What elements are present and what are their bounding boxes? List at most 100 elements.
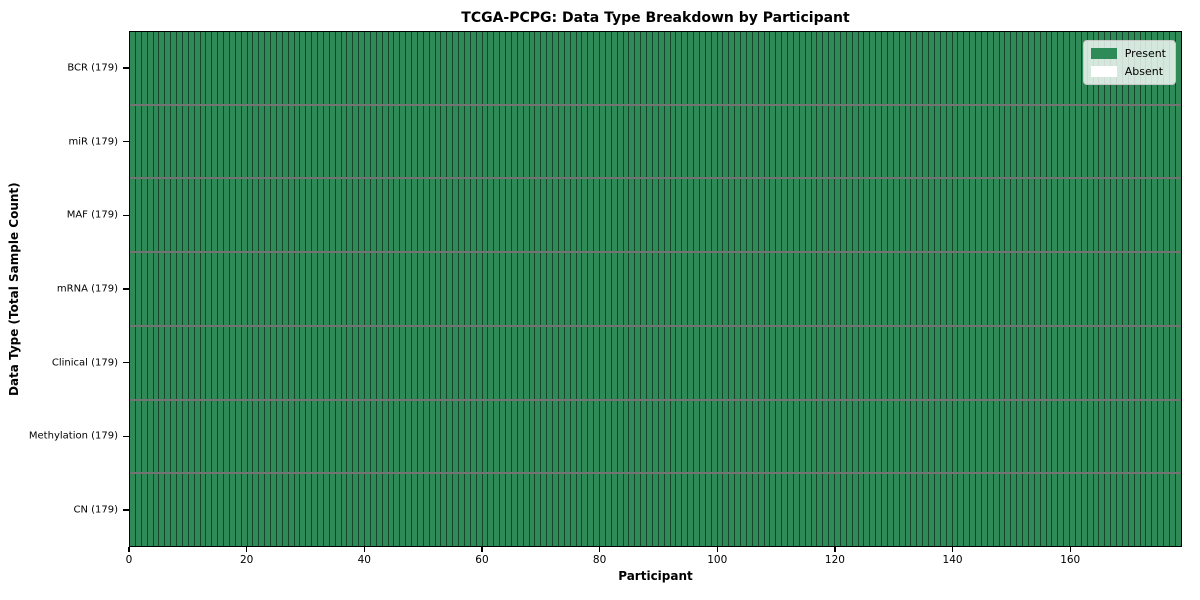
- heatmap-cell: [463, 253, 470, 325]
- heatmap-cell: [246, 179, 253, 252]
- heatmap-cell: [181, 474, 188, 547]
- heatmap-cell: [763, 326, 770, 399]
- heatmap-cell: [698, 179, 705, 252]
- heatmap-cell: [1051, 253, 1058, 325]
- heatmap-cell: [164, 253, 171, 325]
- heatmap-cell: [516, 105, 523, 178]
- heatmap-cell: [522, 400, 529, 473]
- x-tick-mark: [128, 547, 130, 552]
- heatmap-cell: [969, 32, 975, 104]
- heatmap-cell: [134, 253, 141, 325]
- heatmap-cell: [751, 326, 758, 399]
- heatmap-cell: [757, 105, 764, 178]
- heatmap-cell: [322, 105, 329, 178]
- heatmap-cell: [164, 32, 171, 104]
- heatmap-cell: [458, 179, 464, 252]
- heatmap-cell: [164, 105, 171, 178]
- heatmap-cell: [1104, 400, 1111, 473]
- heatmap-cell: [599, 105, 605, 178]
- heatmap-cell: [1010, 326, 1017, 399]
- heatmap-cell: [322, 179, 329, 252]
- heatmap-cell: [992, 179, 999, 252]
- heatmap-cell: [176, 474, 182, 547]
- heatmap-cell: [881, 105, 887, 178]
- heatmap-cell: [240, 326, 247, 399]
- heatmap-cell: [1174, 326, 1181, 399]
- heatmap-cell: [311, 179, 317, 252]
- heatmap-cell: [352, 105, 359, 178]
- heatmap-cell: [933, 32, 940, 104]
- heatmap-cell: [528, 400, 535, 473]
- heatmap-cell: [199, 400, 206, 473]
- heatmap-cell: [1074, 400, 1081, 473]
- heatmap-cell: [469, 253, 476, 325]
- heatmap-cell: [340, 253, 347, 325]
- heatmap-cell: [557, 400, 564, 473]
- heatmap-cell: [828, 32, 834, 104]
- heatmap-cell: [422, 400, 429, 473]
- heatmap-cell: [293, 253, 300, 325]
- heatmap-cell: [422, 179, 429, 252]
- heatmap-cell: [246, 105, 253, 178]
- heatmap-cell: [781, 400, 787, 473]
- heatmap-cell: [963, 400, 970, 473]
- heatmap-cell: [886, 32, 893, 104]
- heatmap-cell: [916, 474, 923, 547]
- heatmap-cell: [663, 105, 670, 178]
- heatmap-cell: [945, 326, 952, 399]
- heatmap-cell: [281, 253, 288, 325]
- heatmap-cell: [452, 32, 458, 104]
- heatmap-cell: [1045, 105, 1052, 178]
- heatmap-cell: [898, 474, 905, 547]
- heatmap-cell: [546, 179, 552, 252]
- heatmap-cell: [487, 105, 494, 178]
- heatmap-cell: [957, 32, 964, 104]
- heatmap-cell: [640, 105, 646, 178]
- heatmap-cell: [234, 253, 241, 325]
- heatmap-cell: [181, 253, 188, 325]
- heatmap-cell: [810, 474, 817, 547]
- heatmap-cell: [493, 253, 500, 325]
- heatmap-cell: [798, 179, 805, 252]
- heatmap-cell: [980, 253, 987, 325]
- heatmap-cell: [734, 32, 740, 104]
- heatmap-cell: [299, 400, 306, 473]
- heatmap-cell: [399, 32, 406, 104]
- heatmap-cell: [616, 32, 623, 104]
- heatmap-cell: [328, 179, 335, 252]
- heatmap-cell: [863, 32, 870, 104]
- heatmap-cell: [352, 32, 359, 104]
- heatmap-cell: [552, 400, 558, 473]
- heatmap-cell: [434, 474, 441, 547]
- heatmap-cell: [1086, 253, 1093, 325]
- heatmap-cell: [540, 32, 547, 104]
- heatmap-cell: [869, 32, 876, 104]
- heatmap-cell: [975, 32, 981, 104]
- heatmap-cell: [581, 32, 588, 104]
- heatmap-row-mRNA: [130, 251, 1181, 325]
- heatmap-cell: [1057, 105, 1064, 178]
- heatmap-cell: [1057, 400, 1064, 473]
- heatmap-cell: [246, 400, 253, 473]
- heatmap-cell: [428, 474, 435, 547]
- heatmap-cell: [616, 400, 623, 473]
- heatmap-cell: [158, 179, 165, 252]
- heatmap-cell: [516, 474, 523, 547]
- heatmap-cell: [340, 179, 347, 252]
- heatmap-cell: [834, 179, 840, 252]
- heatmap-cell: [886, 400, 893, 473]
- heatmap-cell: [199, 179, 206, 252]
- chart-title: TCGA-PCPG: Data Type Breakdown by Partic…: [461, 10, 850, 26]
- heatmap-cell: [640, 400, 646, 473]
- heatmap-cell: [587, 179, 594, 252]
- heatmap-cell: [223, 253, 229, 325]
- heatmap-cell: [945, 179, 952, 252]
- heatmap-cell: [440, 253, 447, 325]
- heatmap-cell: [969, 253, 975, 325]
- heatmap-cell: [522, 32, 529, 104]
- heatmap-cell: [1063, 326, 1069, 399]
- heatmap-cell: [205, 474, 212, 547]
- heatmap-cell: [299, 253, 306, 325]
- heatmap-cell: [387, 179, 394, 252]
- heatmap-cell: [1022, 105, 1028, 178]
